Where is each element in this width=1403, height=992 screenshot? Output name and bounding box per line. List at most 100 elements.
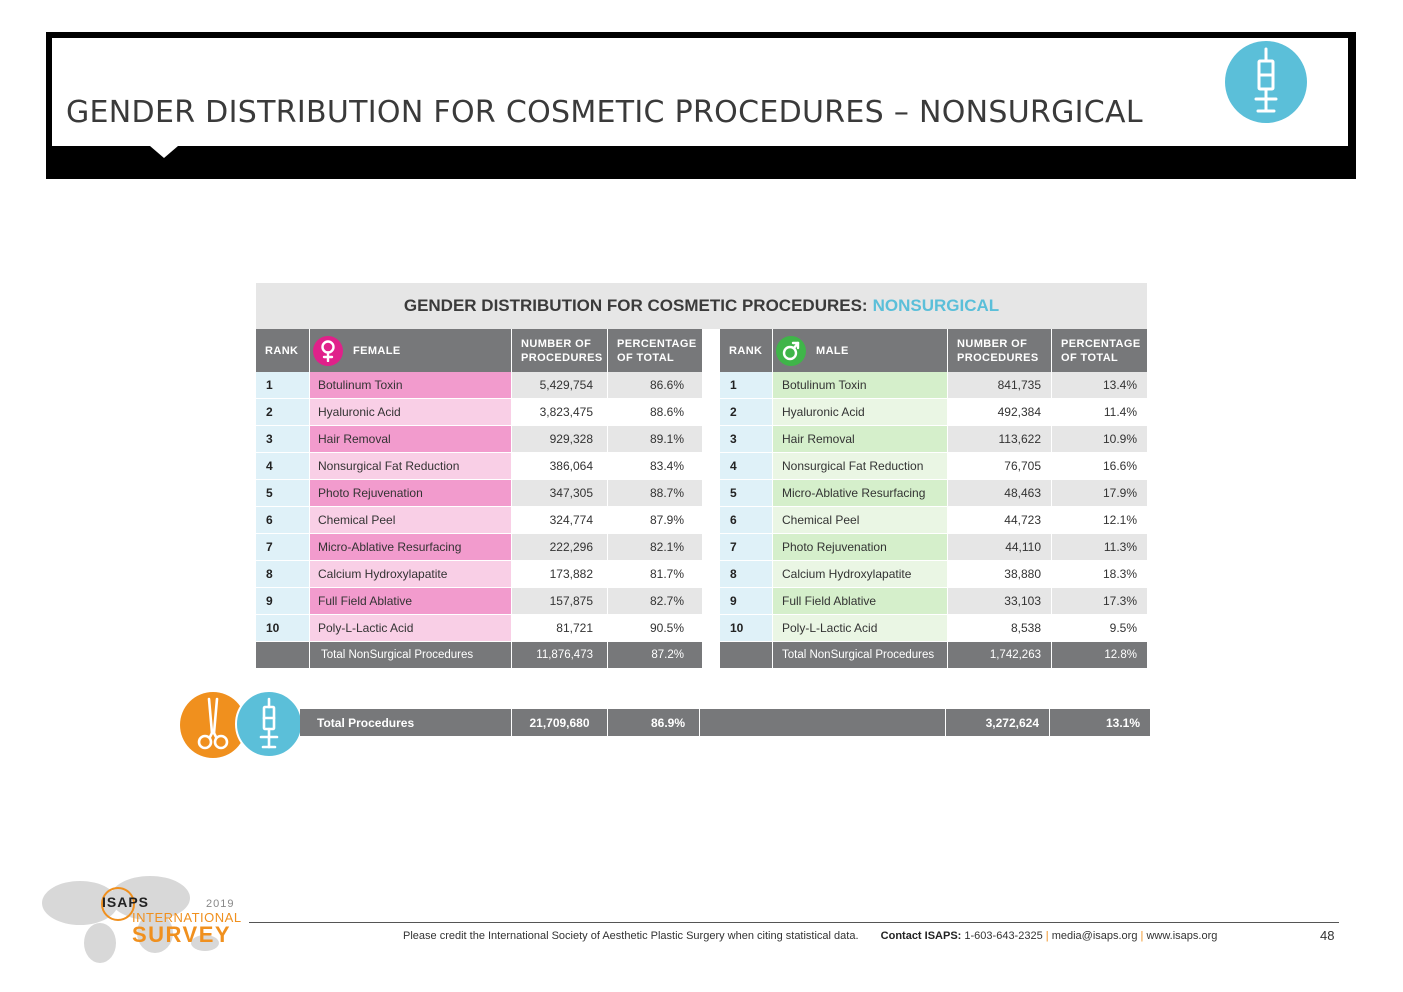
separator: |: [1045, 930, 1049, 942]
total-label: Total NonSurgical Procedures: [310, 642, 512, 668]
number-cell: 492,384: [948, 399, 1052, 425]
number-cell: 347,305: [512, 480, 608, 506]
percentage-cell: 18.3%: [1052, 561, 1147, 587]
percentage-header: PERCENTAGE OF TOTAL: [617, 337, 697, 364]
rank-cell: 1: [256, 372, 310, 398]
percentage-cell: 16.6%: [1052, 453, 1147, 479]
header-panel: [52, 38, 1348, 146]
number-cell: 8,538: [948, 615, 1052, 641]
percentage-cell: 83.4%: [608, 453, 702, 479]
female-symbol-icon: [313, 335, 343, 366]
rank-cell: 10: [720, 615, 773, 641]
percentage-cell: 9.5%: [1052, 615, 1147, 641]
number-cell: 44,723: [948, 507, 1052, 533]
page-title: GENDER DISTRIBUTION FOR COSMETIC PROCEDU…: [66, 95, 1143, 130]
rank-cell: 5: [720, 480, 773, 506]
number-cell: 386,064: [512, 453, 608, 479]
logo-year: 2019: [206, 898, 235, 910]
table-row: 7 Photo Rejuvenation 44,110 11.3%: [720, 534, 1147, 561]
rank-header: RANK: [720, 329, 773, 372]
total-number: 1,742,263: [948, 642, 1052, 668]
number-cell: 3,823,475: [512, 399, 608, 425]
procedure-cell: Photo Rejuvenation: [773, 534, 948, 560]
number-cell: 44,110: [948, 534, 1052, 560]
total-percentage: 87.2%: [651, 649, 684, 661]
percentage-cell: 87.9%: [608, 507, 702, 533]
procedure-cell: Full Field Ablative: [310, 588, 512, 614]
percentage-cell: 81.7%: [608, 561, 702, 587]
total-label: Total NonSurgical Procedures: [773, 642, 948, 668]
rank-cell: 9: [256, 588, 310, 614]
number-cell: 76,705: [948, 453, 1052, 479]
number-cell: 173,882: [512, 561, 608, 587]
table-title-main: GENDER DISTRIBUTION FOR COSMETIC PROCEDU…: [403, 296, 868, 315]
table-row: 10 Poly-L-Lactic Acid 8,538 9.5%: [720, 615, 1147, 642]
number-cell: 38,880: [948, 561, 1052, 587]
syringe-icon: [1225, 41, 1307, 123]
credit-text: Please credit the International Society …: [403, 930, 859, 942]
website-link[interactable]: www.isaps.org: [1146, 930, 1218, 942]
percentage-cell: 88.6%: [608, 399, 702, 425]
rank-cell: 3: [720, 426, 773, 452]
logo-line2: SURVEY: [132, 922, 232, 947]
procedure-cell: Nonsurgical Fat Reduction: [310, 453, 512, 479]
percentage-cell: 90.5%: [608, 615, 702, 641]
female-header-row: RANK FEMALE NUMBER OF PROCEDURES PERCENT…: [256, 329, 702, 372]
table-row: 2 Hyaluronic Acid 3,823,475 88.6%: [256, 399, 702, 426]
procedure-cell: Hyaluronic Acid: [773, 399, 948, 425]
separator: |: [1140, 930, 1144, 942]
rank-cell: 9: [720, 588, 773, 614]
percentage-cell: 10.9%: [1052, 426, 1147, 452]
percentage-cell: 17.9%: [1052, 480, 1147, 506]
female-total-row: Total NonSurgical Procedures 11,876,473 …: [256, 642, 702, 668]
percentage-cell: 11.4%: [1052, 399, 1147, 425]
table-row: 5 Micro-Ablative Resurfacing 48,463 17.9%: [720, 480, 1147, 507]
rank-cell: 1: [720, 372, 773, 398]
grand-total-male-number: 3,272,624: [946, 709, 1050, 736]
percentage-cell: 12.1%: [1052, 507, 1147, 533]
footer-credit: Please credit the International Society …: [403, 930, 1217, 942]
number-cell: 324,774: [512, 507, 608, 533]
table-row: 2 Hyaluronic Acid 492,384 11.4%: [720, 399, 1147, 426]
male-label: MALE: [816, 344, 849, 357]
rank-cell: 2: [256, 399, 310, 425]
rank-cell: 6: [256, 507, 310, 533]
percentage-cell: 88.7%: [608, 480, 702, 506]
header-notch: [150, 146, 178, 158]
table-row: 1 Botulinum Toxin 841,735 13.4%: [720, 372, 1147, 399]
footer-divider: [249, 922, 1339, 923]
contact-email[interactable]: media@isaps.org: [1051, 930, 1138, 942]
syringe-icon: [235, 690, 303, 758]
contact-phone: 1-603-643-2325: [964, 930, 1043, 942]
rank-cell: 5: [256, 480, 310, 506]
percentage-cell: 17.3%: [1052, 588, 1147, 614]
percentage-header: PERCENTAGE OF TOTAL: [1061, 337, 1141, 364]
male-header-row: RANK MALE NUMBER OF PROCEDURES PERCENTAG…: [720, 329, 1147, 372]
male-table: RANK MALE NUMBER OF PROCEDURES PERCENTAG…: [720, 329, 1147, 668]
female-table: RANK FEMALE NUMBER OF PROCEDURES PERCENT…: [256, 329, 702, 668]
table-row: 9 Full Field Ablative 157,875 82.7%: [256, 588, 702, 615]
grand-total-male-percentage: 13.1%: [1105, 715, 1140, 730]
number-cell: 157,875: [512, 588, 608, 614]
male-name-header: MALE: [773, 329, 948, 372]
number-cell: 113,622: [948, 426, 1052, 452]
procedure-cell: Botulinum Toxin: [310, 372, 512, 398]
table-row: 3 Hair Removal 929,328 89.1%: [256, 426, 702, 453]
percentage-cell: 89.1%: [608, 426, 702, 452]
rank-cell: 3: [256, 426, 310, 452]
number-header: NUMBER OF PROCEDURES: [948, 329, 1052, 372]
total-percentage: 12.8%: [1104, 649, 1137, 661]
procedure-cell: Calcium Hydroxylapatite: [310, 561, 512, 587]
table-row: 6 Chemical Peel 44,723 12.1%: [720, 507, 1147, 534]
table-row: 4 Nonsurgical Fat Reduction 386,064 83.4%: [256, 453, 702, 480]
procedure-cell: Botulinum Toxin: [773, 372, 948, 398]
procedure-cell: Photo Rejuvenation: [310, 480, 512, 506]
percentage-cell: 82.1%: [608, 534, 702, 560]
rank-cell: 4: [256, 453, 310, 479]
contact-label: Contact ISAPS:: [880, 930, 962, 942]
percentage-cell: 82.7%: [608, 588, 702, 614]
number-cell: 5,429,754: [512, 372, 608, 398]
female-label: FEMALE: [353, 344, 401, 357]
number-cell: 841,735: [948, 372, 1052, 398]
rank-cell: 7: [720, 534, 773, 560]
